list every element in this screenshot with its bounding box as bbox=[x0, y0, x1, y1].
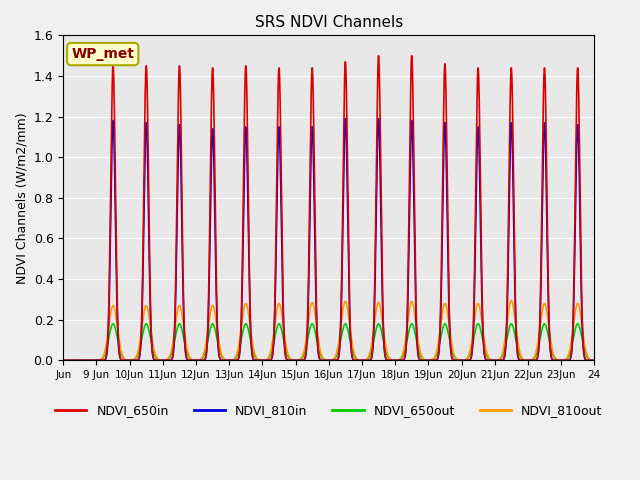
NDVI_650in bbox=[591, 358, 598, 363]
Line: NDVI_810out: NDVI_810out bbox=[63, 300, 595, 360]
Title: SRS NDVI Channels: SRS NDVI Channels bbox=[255, 15, 403, 30]
Line: NDVI_650in: NDVI_650in bbox=[63, 56, 595, 360]
NDVI_810in bbox=[192, 358, 200, 363]
NDVI_650out bbox=[574, 321, 582, 327]
NDVI_650out bbox=[192, 358, 200, 363]
NDVI_650out bbox=[60, 358, 67, 363]
NDVI_810in bbox=[374, 116, 382, 121]
NDVI_810out bbox=[310, 307, 318, 312]
Legend: NDVI_650in, NDVI_810in, NDVI_650out, NDVI_810out: NDVI_650in, NDVI_810in, NDVI_650out, NDV… bbox=[50, 399, 607, 422]
NDVI_650out bbox=[591, 358, 598, 363]
NDVI_810in bbox=[310, 211, 318, 216]
NDVI_810in bbox=[400, 356, 408, 362]
NDVI_810out bbox=[591, 358, 598, 363]
NDVI_650in bbox=[556, 358, 564, 363]
NDVI_650out bbox=[400, 350, 408, 356]
Text: WP_met: WP_met bbox=[71, 47, 134, 61]
NDVI_650in bbox=[440, 111, 447, 117]
NDVI_810in bbox=[381, 348, 388, 353]
NDVI_810out bbox=[508, 298, 515, 303]
NDVI_810in bbox=[60, 358, 67, 363]
NDVI_650in bbox=[60, 358, 67, 363]
NDVI_810out bbox=[192, 358, 200, 363]
NDVI_650in bbox=[400, 356, 408, 362]
NDVI_650out bbox=[310, 325, 318, 331]
NDVI_810out bbox=[400, 345, 408, 351]
NDVI_650out bbox=[381, 343, 388, 348]
NDVI_810out bbox=[556, 358, 564, 363]
NDVI_650in bbox=[408, 53, 415, 59]
Y-axis label: NDVI Channels (W/m2/mm): NDVI Channels (W/m2/mm) bbox=[15, 112, 28, 284]
Line: NDVI_810in: NDVI_810in bbox=[63, 119, 595, 360]
NDVI_650in bbox=[310, 174, 318, 180]
NDVI_810out bbox=[381, 335, 388, 340]
NDVI_650in bbox=[381, 345, 388, 350]
NDVI_810out bbox=[440, 304, 447, 310]
NDVI_650in bbox=[192, 358, 200, 363]
NDVI_810out bbox=[60, 358, 67, 363]
Line: NDVI_650out: NDVI_650out bbox=[63, 324, 595, 360]
NDVI_650out bbox=[440, 323, 447, 329]
NDVI_810in bbox=[591, 358, 598, 363]
NDVI_810in bbox=[556, 358, 564, 363]
NDVI_650out bbox=[556, 358, 564, 363]
NDVI_810in bbox=[440, 160, 447, 166]
